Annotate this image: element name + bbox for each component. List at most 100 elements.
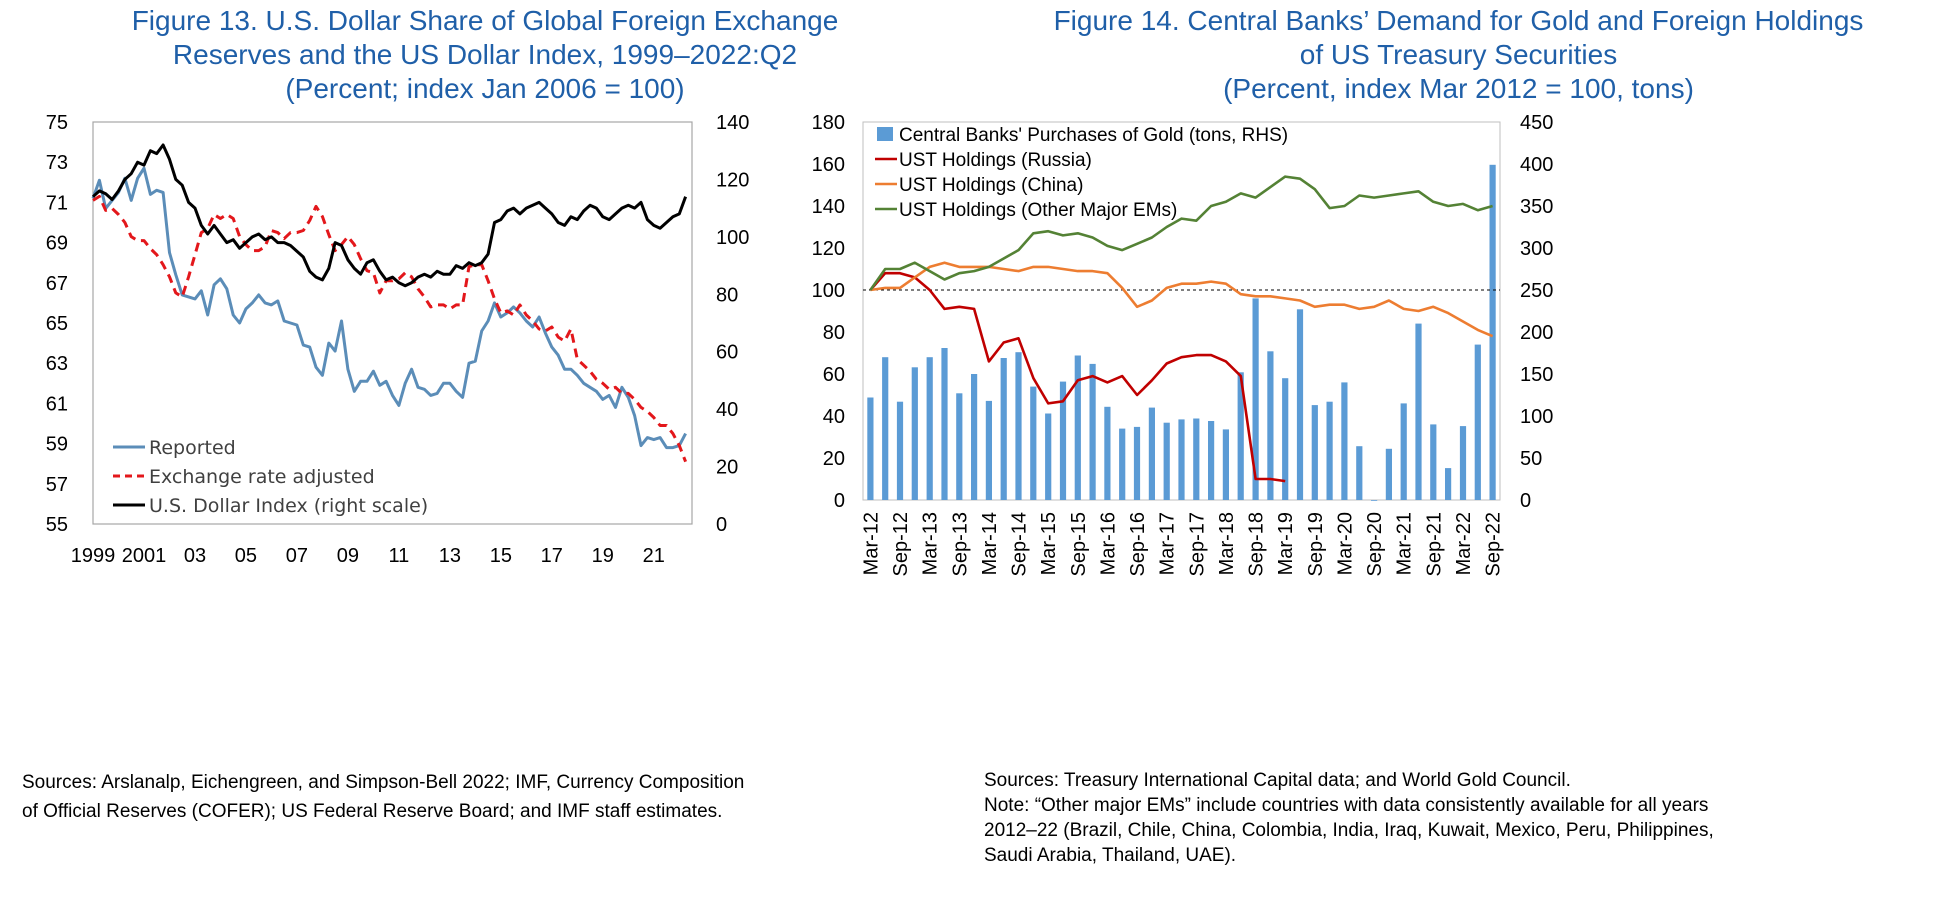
gold-purchase-bar: [1252, 298, 1259, 500]
y-right-tick-label: 0: [716, 514, 727, 536]
gold-purchase-bar: [1430, 424, 1437, 500]
gold-purchase-bar: [1163, 422, 1170, 500]
gold-purchase-bar: [1030, 386, 1037, 500]
gold-purchase-bar: [1415, 323, 1422, 500]
series-line-china: [870, 261, 1494, 338]
gold-purchase-bar: [911, 367, 918, 500]
legend-label: UST Holdings (China): [899, 175, 1083, 196]
y-right-tick-label: 20: [716, 457, 738, 479]
x-tick-label: 11: [388, 545, 409, 567]
gold-purchase-bar: [1459, 426, 1467, 500]
y-right-tick-label: 0: [1520, 490, 1531, 512]
title-line: (Percent, index Mar 2012 = 100, tons): [1223, 73, 1694, 104]
gold-purchase-bar: [1356, 446, 1363, 500]
gold-purchase-bar: [1400, 403, 1407, 500]
title-line: of US Treasury Securities: [1299, 39, 1618, 70]
legend-label: Central Banks' Purchases of Gold (tons, …: [899, 125, 1288, 146]
gold-purchase-bar: [926, 357, 933, 500]
y-right-tick-label: 350: [1520, 196, 1553, 218]
gold-purchase-bar: [1178, 419, 1185, 500]
y-right-tick-label: 50: [1520, 448, 1542, 470]
y-right-tick-label: 400: [1520, 154, 1553, 176]
source-line: of Official Reserves (COFER); US Federal…: [22, 801, 723, 822]
gold-purchase-bar: [956, 393, 963, 500]
x-tick-label: 17: [541, 545, 563, 567]
y-left-tick-label: 71: [46, 192, 68, 214]
series-line-other-major-ems: [869, 175, 1493, 291]
gold-purchase-bar: [1474, 344, 1481, 500]
gold-purchase-bar: [1311, 405, 1318, 500]
gold-purchase-bar: [1119, 428, 1126, 500]
title-line: Reserves and the US Dollar Index, 1999–2…: [172, 39, 798, 70]
y-right-tick-label: 60: [716, 342, 738, 364]
y-left-tick-label: 120: [812, 238, 845, 260]
gold-purchase-bar: [1074, 355, 1081, 500]
y-right-tick-label: 120: [716, 169, 749, 191]
gold-purchase-bar: [941, 348, 948, 500]
figure-14-source: Sources: Treasury International Capital …: [984, 768, 1714, 868]
x-tick-label: Mar-17: [1157, 512, 1179, 575]
gold-purchase-bar: [1282, 378, 1289, 500]
y-right-tick-label: 250: [1520, 280, 1553, 302]
y-left-tick-label: 55: [46, 514, 68, 536]
gold-purchase-bar: [1341, 382, 1348, 500]
gold-purchase-bar: [1222, 429, 1229, 500]
x-tick-label: Mar-15: [1038, 512, 1060, 575]
gold-purchase-bar: [1296, 309, 1304, 500]
x-tick-label: Sep-22: [1483, 512, 1505, 577]
gold-purchase-bar: [1208, 421, 1215, 500]
gold-purchase-bar: [1267, 351, 1274, 500]
figure-13-chart: 55 57 59 61 63 65 67 69 71 73 75 0 20 40 60 80 100 120 140…: [46, 112, 750, 567]
y-left-tick-label: 100: [812, 280, 845, 302]
x-tick-label: 21: [643, 545, 665, 567]
legend-label: UST Holdings (Other Major EMs): [899, 200, 1177, 221]
gold-purchase-bar: [971, 374, 978, 500]
x-tick-label: 13: [439, 545, 461, 567]
x-tick-label: Sep-19: [1305, 512, 1327, 576]
y-left-tick-label: 65: [46, 313, 68, 335]
source-line: Note: “Other major EMs” include countrie…: [984, 795, 1709, 816]
gold-purchase-bar: [1326, 401, 1333, 500]
gold-purchase-bar: [1133, 426, 1141, 500]
x-tick-label: 15: [490, 545, 512, 567]
y-left-tick-label: 69: [46, 233, 68, 255]
y-right-tick-label: 150: [1520, 364, 1553, 386]
gold-purchase-bar: [1059, 381, 1067, 500]
series-line-reported: [91, 166, 687, 450]
x-tick-label: Mar-18: [1216, 512, 1238, 575]
gold-purchase-bar: [1193, 418, 1200, 500]
gold-purchase-bar: [985, 400, 992, 500]
x-tick-label: Sep-12: [890, 512, 912, 576]
x-tick-label: 09: [337, 545, 359, 567]
title-line: (Percent; index Jan 2006 = 100): [285, 73, 685, 104]
source-line: Sources: Arslanalp, Eichengreen, and Sim…: [22, 772, 745, 793]
gold-purchase-bar: [1489, 164, 1496, 501]
gold-purchase-bar: [1015, 352, 1022, 500]
legend-swatch: [877, 127, 893, 141]
y-right-tick-label: 140: [716, 112, 749, 134]
x-tick-label: 07: [286, 545, 308, 567]
legend-label: Exchange rate adjusted: [149, 466, 375, 488]
x-tick-label: Sep-15: [1068, 512, 1090, 577]
gold-purchase-bar: [1148, 407, 1155, 500]
gold-purchase-bar: [1237, 372, 1244, 500]
source-line: Sources: Treasury International Capital …: [984, 770, 1571, 791]
x-tick-label: Mar-12: [860, 512, 882, 575]
x-tick-label: Mar-19: [1275, 512, 1297, 575]
x-tick-label: 03: [184, 545, 206, 567]
figure-14-title: Figure 14. Central Banks’ Demand for Gol…: [970, 4, 1947, 106]
title-line: Figure 13. U.S. Dollar Share of Global F…: [131, 5, 839, 36]
x-tick-label: Mar-16: [1097, 512, 1119, 575]
x-tick-label: 2001: [122, 545, 167, 567]
plot-area-frame: [92, 121, 693, 525]
y-left-tick-label: 180: [812, 112, 845, 134]
x-tick-label: 1999: [71, 545, 116, 567]
x-tick-label: Sep-13: [949, 512, 971, 577]
gold-purchase-bar: [867, 397, 874, 500]
y-left-tick-label: 0: [834, 490, 845, 512]
figure-13-title: Figure 13. U.S. Dollar Share of Global F…: [0, 4, 970, 106]
y-left-tick-label: 59: [46, 434, 68, 456]
gold-purchase-bar: [896, 401, 904, 500]
x-tick-label: Mar-13: [920, 512, 942, 575]
y-right-tick-label: 300: [1520, 238, 1553, 260]
